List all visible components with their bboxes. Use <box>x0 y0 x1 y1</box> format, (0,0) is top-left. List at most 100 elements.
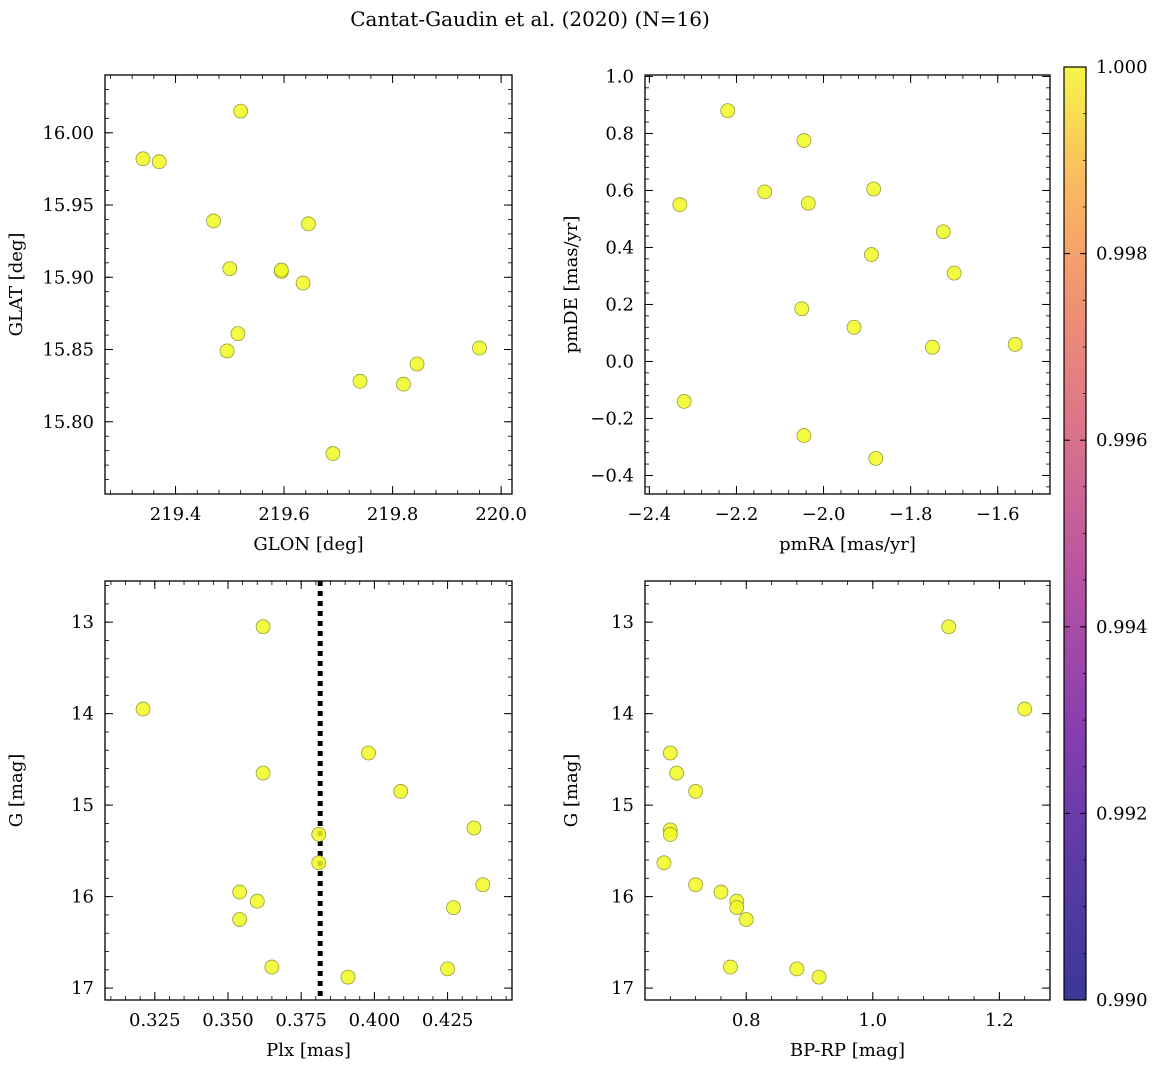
colorbar: 0.990 0.992 0.994 0.996 0.998 1.000 <box>1063 57 1148 1011</box>
data-point <box>206 213 221 229</box>
x-tick-label: 219.6 <box>258 504 310 525</box>
axes-frame <box>644 74 1051 495</box>
y-tick-label: 15 <box>71 795 94 816</box>
x-axis-label: BP-RP [mag] <box>790 1040 905 1061</box>
colorbar-tick-label: 0.996 <box>1096 430 1148 451</box>
colorbar-gradient <box>1063 66 1087 1001</box>
data-point <box>466 820 482 836</box>
panel-3: 0.325 0.350 0.375 0.400 0.425 13 14 15 16 17 Plx [… <box>6 580 513 1061</box>
x-tick-label: 219.8 <box>367 504 419 525</box>
x-tick-label: −2.4 <box>627 504 671 525</box>
data-point <box>232 912 248 927</box>
data-point <box>446 900 461 916</box>
y-axis-label: pmDE [mas/yr] <box>561 216 582 354</box>
colorbar-tick-label: 0.990 <box>1096 990 1148 1011</box>
data-point <box>811 969 827 985</box>
y-tick-label: 14 <box>71 704 94 725</box>
data-point <box>1017 701 1033 717</box>
x-tick-label: 1.0 <box>858 1010 887 1031</box>
y-tick-label: 17 <box>611 978 634 999</box>
data-point <box>794 301 810 317</box>
x-tick-label: 0.325 <box>129 1010 181 1031</box>
x-tick-label: 0.400 <box>349 1010 401 1031</box>
data-point <box>925 339 940 355</box>
x-tick-label: 0.375 <box>275 1010 327 1031</box>
data-point <box>151 154 167 170</box>
y-tick-label: 1.0 <box>605 66 634 87</box>
data-point <box>340 969 356 985</box>
colorbar-tick-label: 1.000 <box>1096 57 1148 78</box>
x-axis-label: Plx [mas] <box>266 1040 351 1061</box>
data-point <box>669 765 685 781</box>
data-point <box>249 893 265 909</box>
y-tick-label: 0.4 <box>605 237 634 258</box>
x-tick-label: 219.4 <box>150 504 202 525</box>
data-point <box>352 373 368 389</box>
data-point <box>864 247 879 262</box>
data-point <box>396 376 411 392</box>
data-point <box>409 356 425 372</box>
panel-4: 0.8 1.0 1.2 13 14 15 16 17 BP-RP [mag] G [mag] <box>561 580 1051 1061</box>
y-tick-label: 15 <box>611 795 634 816</box>
data-point <box>672 197 688 213</box>
data-point <box>688 784 704 799</box>
data-point <box>688 877 704 893</box>
y-tick-label: 15.95 <box>42 195 94 216</box>
y-tick-label: 15.85 <box>42 340 94 361</box>
data-point <box>264 959 280 975</box>
data-point <box>800 195 816 211</box>
y-tick-label: 16 <box>611 887 634 908</box>
y-tick-label: −0.2 <box>590 408 634 429</box>
y-tick-label: 13 <box>71 612 94 633</box>
y-tick-label: 0.2 <box>605 294 634 315</box>
colorbar-tick-label: 0.994 <box>1096 617 1148 638</box>
axes-frame <box>104 580 513 1001</box>
data-point <box>440 961 455 977</box>
data-point <box>233 103 249 119</box>
data-point <box>301 216 316 232</box>
data-point <box>135 701 151 717</box>
data-point <box>325 446 341 461</box>
colorbar-tick-label: 0.998 <box>1096 244 1148 265</box>
data-point <box>935 224 951 240</box>
y-tick-label: 16.00 <box>42 123 94 144</box>
data-point <box>135 151 151 167</box>
data-point <box>720 103 736 119</box>
data-point <box>311 855 327 871</box>
data-point <box>295 275 311 291</box>
axes-frame <box>104 74 513 495</box>
data-point <box>1007 336 1023 352</box>
data-point <box>723 959 738 975</box>
data-point <box>273 262 289 278</box>
y-tick-label: −0.4 <box>590 465 634 486</box>
x-axis-label: GLON [deg] <box>253 534 363 555</box>
data-point <box>713 884 729 900</box>
x-tick-label: 220.0 <box>475 504 527 525</box>
data-point <box>946 265 962 281</box>
y-tick-label: 13 <box>611 612 634 633</box>
x-axis-label: pmRA [mas/yr] <box>779 534 916 555</box>
x-tick-label: 0.8 <box>732 1010 761 1031</box>
x-tick-label: −2.2 <box>715 504 759 525</box>
y-axis-label: G [mag] <box>6 754 27 827</box>
y-tick-label: 17 <box>71 978 94 999</box>
colorbar-tick-label: 0.992 <box>1096 803 1148 824</box>
data-point <box>222 261 238 277</box>
data-point <box>676 393 692 409</box>
y-tick-label: 0.0 <box>605 351 634 372</box>
data-point <box>789 961 805 977</box>
y-tick-label: 15.80 <box>42 412 94 433</box>
panel-2: −2.4 −2.2 −2.0 −1.8 −1.6 −0.4 −0.2 0.0 0.2 0.4 0.6… <box>561 66 1051 555</box>
x-tick-label: 0.350 <box>202 1010 254 1031</box>
y-axis-label: G [mag] <box>561 754 582 827</box>
x-tick-label: −1.8 <box>889 504 933 525</box>
data-point <box>475 877 491 893</box>
data-point <box>729 900 745 916</box>
y-tick-label: 0.6 <box>605 180 634 201</box>
data-point <box>311 827 327 842</box>
data-point <box>230 326 246 342</box>
y-tick-label: 14 <box>611 704 634 725</box>
x-tick-label: −2.0 <box>802 504 846 525</box>
data-point <box>255 765 271 781</box>
